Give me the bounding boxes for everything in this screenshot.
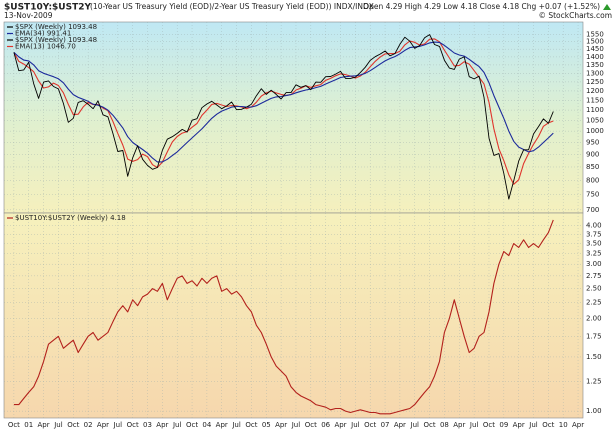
x-tick-label: Apr: [38, 421, 50, 429]
y-tick-label: 1300: [586, 69, 604, 77]
x-tick-label: Oct: [186, 421, 198, 429]
y-tick-label: 1550: [586, 30, 604, 38]
y-tick-label: 3.75: [586, 230, 602, 238]
y-tick-label: 3.25: [586, 250, 602, 258]
x-tick-label: 09: [499, 421, 508, 429]
y-tick-label: 900: [586, 150, 599, 158]
y-tick-label: 1.25: [586, 377, 602, 385]
x-tick-label: 07: [381, 421, 390, 429]
legend-label: $SPX (Weekly) 1093.48: [15, 36, 97, 44]
y-tick-label: 2.00: [586, 314, 602, 322]
x-tick-label: Oct: [245, 421, 257, 429]
series-line: [13, 219, 554, 415]
y-tick-label: 850: [586, 163, 599, 171]
x-tick-label: Apr: [394, 421, 406, 429]
y-tick-label: 750: [586, 191, 599, 199]
y-tick-label: 1450: [586, 45, 604, 53]
x-tick-label: Jul: [53, 421, 63, 429]
legend-label: EMA(34) 991.41: [15, 30, 71, 38]
x-tick-label: Apr: [97, 421, 109, 429]
x-tick-label: 02: [84, 421, 93, 429]
symbol: $UST10Y:$UST2Y: [4, 3, 92, 13]
x-tick-label: Jul: [528, 421, 538, 429]
legend-label: $UST10Y:$UST2Y (Weekly) 4.18: [15, 214, 126, 222]
y-tick-label: 4.00: [586, 222, 602, 230]
y-tick-label: 1000: [586, 127, 604, 135]
y-tick-label: 1400: [586, 53, 604, 61]
x-tick-label: Apr: [216, 421, 228, 429]
y-tick-label: 2.50: [586, 285, 602, 293]
quote: Open 4.29 High 4.29 Low 4.18 Close 4.18 …: [363, 2, 600, 11]
x-tick-label: Apr: [453, 421, 465, 429]
legend-label: EMA(13) 1046.70: [15, 43, 76, 51]
y-tick-label: 1.50: [586, 353, 602, 361]
y-tick-label: 3.50: [586, 240, 602, 248]
series-line: [13, 38, 554, 185]
x-tick-label: Jul: [172, 421, 182, 429]
x-tick-label: Apr: [334, 421, 346, 429]
y-tick-label: 1350: [586, 61, 604, 69]
x-tick-label: Oct: [8, 421, 20, 429]
ratio-panel: [3, 212, 584, 419]
x-tick-label: Oct: [542, 421, 554, 429]
x-tick-label: 05: [262, 421, 271, 429]
x-tick-label: Jul: [350, 421, 360, 429]
x-tick-label: Oct: [67, 421, 79, 429]
y-tick-label: 1200: [586, 87, 604, 95]
x-tick-label: 08: [440, 421, 449, 429]
date: 13-Nov-2009: [4, 11, 53, 20]
y-tick-label: 800: [586, 176, 599, 184]
x-tick-label: Jul: [469, 421, 479, 429]
price-panel: [3, 21, 584, 214]
y-tick-label: 2.75: [586, 272, 602, 280]
x-tick-label: 04: [202, 421, 211, 429]
x-tick-label: Oct: [483, 421, 495, 429]
up-arrow: [603, 4, 611, 10]
y-tick-label: 1150: [586, 96, 604, 104]
x-tick-label: Jul: [291, 421, 301, 429]
x-tick-label: 10: [559, 421, 568, 429]
x-tick-label: Jul: [231, 421, 241, 429]
x-tick-label: Jul: [113, 421, 123, 429]
y-tick-label: 1500: [586, 38, 604, 46]
x-tick-label: Oct: [424, 421, 436, 429]
y-tick-label: 1250: [586, 78, 604, 86]
x-tick-label: Oct: [364, 421, 376, 429]
y-tick-label: 950: [586, 138, 599, 146]
description: (10-Year US Treasury Yield (EOD)/2-Year …: [90, 2, 374, 11]
x-tick-label: 03: [143, 421, 152, 429]
legend-label: $SPX (Weekly) 1093.48: [15, 23, 97, 31]
x-tick-label: Apr: [572, 421, 584, 429]
x-tick-label: Apr: [513, 421, 525, 429]
y-tick-label: 3.00: [586, 260, 602, 268]
y-tick-label: 1.00: [586, 407, 602, 415]
y-tick-label: 1100: [586, 106, 604, 114]
series-line: [13, 34, 554, 200]
x-tick-label: Oct: [127, 421, 139, 429]
x-tick-label: 06: [321, 421, 330, 429]
y-tick-label: 1.75: [586, 332, 602, 340]
x-tick-label: Apr: [156, 421, 168, 429]
y-tick-label: 1050: [586, 116, 604, 124]
x-tick-label: Apr: [275, 421, 287, 429]
copyright: © StockCharts.com: [538, 11, 612, 20]
y-tick-label: 700: [586, 206, 599, 214]
x-tick-label: Jul: [410, 421, 420, 429]
y-tick-label: 2.25: [586, 299, 602, 307]
x-tick-label: 01: [24, 421, 33, 429]
x-tick-label: Oct: [305, 421, 317, 429]
